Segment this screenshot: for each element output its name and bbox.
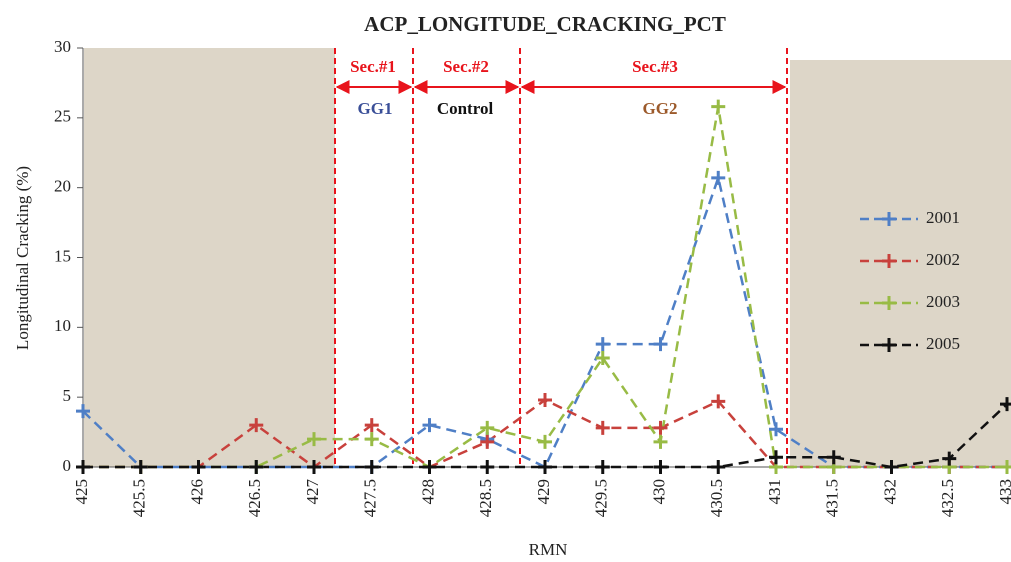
- x-tick-label: 428: [418, 479, 437, 505]
- point-marker: [711, 460, 726, 474]
- x-tick-label: 431.5: [823, 479, 842, 517]
- point-marker: [480, 460, 495, 474]
- point-marker: [191, 460, 206, 474]
- x-tick-label: 432.5: [938, 479, 957, 517]
- x-tick-label: 425: [72, 479, 91, 505]
- x-tick-label: 430: [649, 479, 668, 505]
- x-tick-label: 433: [996, 479, 1011, 505]
- point-marker: [480, 420, 495, 435]
- section-name: Control: [437, 99, 494, 118]
- y-tick-label: 5: [63, 386, 72, 405]
- x-axis-label: RMN: [529, 540, 568, 559]
- y-tick-label: 30: [54, 37, 71, 56]
- point-marker: [538, 392, 552, 407]
- x-tick-label: 429.5: [592, 479, 611, 517]
- point-marker: [538, 434, 552, 449]
- point-marker: [364, 432, 379, 447]
- section-label: Sec.#3: [632, 57, 678, 76]
- point-marker: [76, 460, 90, 474]
- point-marker: [769, 450, 783, 465]
- x-tick-label: 425.5: [130, 479, 149, 517]
- point-marker: [249, 418, 264, 433]
- point-marker: [1000, 460, 1011, 474]
- point-marker: [942, 451, 957, 466]
- point-marker: [364, 418, 379, 433]
- chart-title: ACP_LONGITUDE_CRACKING_PCT: [364, 12, 726, 36]
- y-tick-label: 15: [54, 246, 71, 265]
- shade-left: [84, 48, 335, 467]
- x-tick-label: 426.5: [245, 479, 264, 517]
- point-marker: [711, 99, 726, 114]
- point-marker: [653, 420, 668, 435]
- point-marker: [653, 460, 668, 474]
- legend-label: 2002: [926, 250, 960, 269]
- point-marker: [133, 460, 148, 474]
- point-marker: [422, 460, 437, 474]
- legend-label: 2001: [926, 208, 960, 227]
- x-tick-label: 427: [303, 479, 322, 505]
- section-name: GG2: [643, 99, 678, 118]
- series-line: [83, 403, 1008, 469]
- x-tick-label: 432: [880, 479, 899, 505]
- point-marker: [653, 337, 668, 352]
- x-tick-label: 426: [187, 479, 206, 505]
- legend-marker: [882, 212, 896, 226]
- point-marker: [480, 434, 495, 449]
- legend-label: 2003: [926, 292, 960, 311]
- point-marker: [76, 404, 90, 419]
- point-marker: [826, 450, 841, 465]
- point-marker: [595, 351, 610, 366]
- legend-label: 2005: [926, 334, 960, 353]
- y-tick-label: 20: [54, 177, 71, 196]
- point-marker: [595, 420, 610, 435]
- point-marker: [1000, 397, 1011, 412]
- point-marker: [769, 422, 783, 437]
- point-marker: [307, 432, 321, 447]
- section-label: Sec.#1: [350, 57, 396, 76]
- point-marker: [711, 170, 726, 185]
- point-marker: [307, 460, 321, 474]
- point-marker: [653, 434, 668, 449]
- shade-right: [790, 60, 1011, 467]
- x-tick-label: 430.5: [707, 479, 726, 517]
- point-marker: [595, 337, 610, 352]
- point-marker: [538, 460, 552, 474]
- x-tick-label: 427.5: [361, 479, 380, 517]
- y-axis-label: Longitudinal Cracking (%): [13, 166, 32, 350]
- legend-marker: [882, 254, 896, 268]
- point-marker: [595, 460, 610, 474]
- x-tick-label: 431: [765, 479, 784, 505]
- point-marker: [364, 460, 379, 474]
- y-tick-label: 25: [54, 107, 71, 126]
- section-label: Sec.#2: [443, 57, 489, 76]
- section-name: GG1: [358, 99, 393, 118]
- point-marker: [249, 460, 264, 474]
- legend-marker: [882, 296, 896, 310]
- legend-marker: [882, 338, 896, 352]
- point-marker: [884, 460, 899, 474]
- point-marker: [711, 394, 726, 409]
- y-tick-label: 0: [63, 456, 72, 475]
- x-tick-label: 428.5: [476, 479, 495, 517]
- y-tick-label: 10: [54, 316, 71, 335]
- point-marker: [422, 418, 437, 433]
- x-tick-label: 429: [534, 479, 553, 505]
